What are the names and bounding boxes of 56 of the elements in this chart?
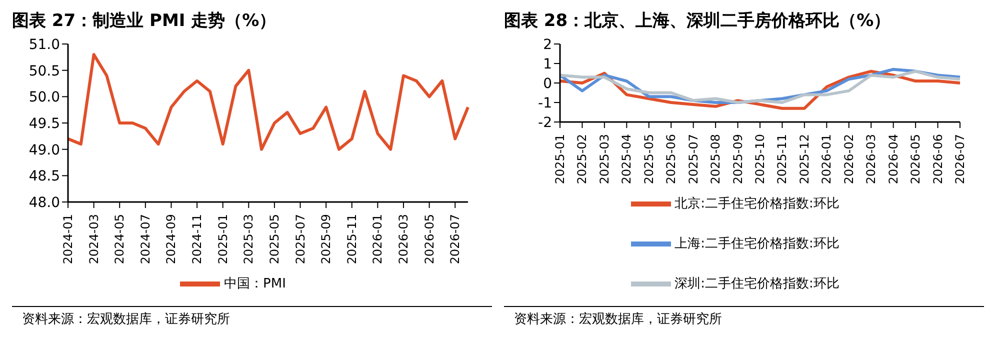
x-tick-label: 2025-02: [575, 134, 590, 184]
x-tick-label: 2026-03: [864, 134, 878, 184]
x-tick-label: 2025-01: [216, 214, 230, 264]
x-tick-label: 2025-04: [620, 134, 634, 184]
x-tick-label: 2026-05: [422, 214, 436, 264]
x-tick-label: 2025-09: [319, 214, 334, 264]
x-tick-label: 2024-09: [164, 214, 178, 264]
y-tick-label: 1: [543, 56, 552, 72]
x-tick-label: 2026-01: [820, 134, 834, 184]
line-series: [66, 53, 470, 151]
x-tick-label: 2025-03: [242, 214, 256, 264]
legend-label: 上海:二手住宅价格指数:环比: [674, 236, 840, 252]
x-tick-label: 2025-11: [775, 134, 790, 184]
x-tick-label: 2024-05: [112, 214, 127, 264]
x-tick-label: 2025-12: [797, 134, 812, 184]
x-tick-label: 2024-11: [190, 214, 204, 264]
y-tick-label: 51.0: [28, 36, 60, 53]
x-tick-label: 2026-01: [370, 214, 385, 264]
y-tick-label: 2: [543, 36, 552, 53]
legend-label: 中国：PMI: [224, 276, 286, 292]
x-tick-label: 2025-05: [642, 134, 656, 184]
y-tick-label: -1: [538, 95, 552, 112]
x-tick-label: 2025-05: [267, 214, 282, 264]
x-tick-label: 2026-02: [842, 134, 856, 184]
legend-label: 深圳:二手住宅价格指数:环比: [674, 276, 840, 292]
y-tick-label: -2: [538, 114, 552, 131]
x-tick-label: 2026-05: [908, 134, 923, 184]
y-tick-label: 48.5: [28, 168, 60, 185]
x-tick-label: 2025-11: [344, 214, 359, 264]
y-tick-label: 49.0: [28, 142, 60, 158]
chart-title: 图表 27：制造业 PMI 走势（%）: [11, 10, 278, 33]
x-tick-label: 2025-01: [553, 134, 567, 184]
x-tick-label: 2024-01: [61, 214, 75, 264]
y-tick-label: 49.5: [28, 116, 60, 132]
text: 资料来源：宏观数据库，证券研究所: [22, 311, 231, 328]
chart-title: 图表 28：北京、上海、深圳二手房价格环比（%）: [503, 10, 892, 33]
y-tick-label: 0: [543, 76, 552, 92]
x-tick-label: 2024-07: [138, 214, 152, 264]
text: 资料来源：宏观数据库，证券研究所: [514, 311, 723, 328]
x-tick-label: 2026-07: [448, 214, 462, 264]
x-tick-label: 2025-07: [686, 134, 700, 184]
x-tick-label: 2025-03: [597, 134, 612, 184]
y-tick-label: 50.5: [28, 63, 60, 80]
x-tick-label: 2025-10: [753, 134, 767, 184]
y-tick-label: 50.0: [28, 90, 60, 106]
x-tick-label: 2026-04: [886, 134, 900, 184]
x-tick-label: 2026-07: [953, 134, 967, 184]
x-tick-label: 2025-06: [664, 134, 678, 184]
x-tick-label: 2026-03: [396, 214, 410, 264]
legend-label: 北京:二手住宅价格指数:环比: [674, 196, 840, 212]
x-tick-label: 2025-09: [730, 134, 745, 184]
y-tick-label: 48.0: [28, 194, 60, 211]
x-tick-label: 2025-08: [708, 134, 723, 184]
x-tick-label: 2024-03: [86, 214, 101, 264]
x-tick-label: 2026-06: [930, 134, 945, 184]
x-tick-label: 2025-07: [293, 214, 308, 264]
